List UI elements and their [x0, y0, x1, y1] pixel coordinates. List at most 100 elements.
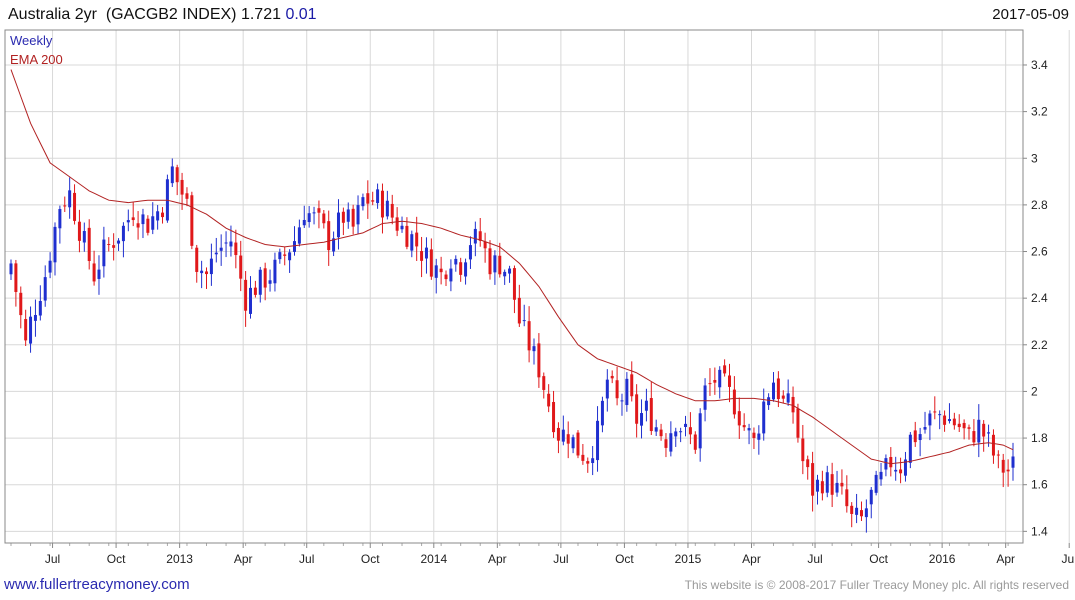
candle-body-down: [498, 255, 502, 275]
candle-body-up: [170, 166, 174, 184]
candle-body-up: [674, 431, 678, 437]
candle-body-up: [835, 482, 839, 493]
candle-body-up: [121, 225, 125, 242]
candle-body-up: [679, 431, 683, 433]
candle-body-down: [459, 262, 463, 275]
candle-body-up: [102, 239, 106, 267]
candle-body-down: [708, 383, 712, 385]
candle-body-up: [38, 300, 42, 316]
candle-body-up: [864, 508, 868, 518]
candle-body-up: [464, 262, 468, 277]
chart-date: 2017-05-09: [992, 6, 1069, 23]
candle-body-down: [952, 418, 956, 426]
x-tick-label: Jul: [299, 552, 314, 566]
x-tick-label: Jul: [807, 552, 822, 566]
candle-body-up: [625, 378, 629, 406]
candle-body-up: [82, 231, 86, 243]
candle-body-up: [855, 507, 859, 515]
candle-body-down: [781, 395, 785, 399]
candle-body-up: [400, 225, 404, 230]
price-chart: 1.4 1.6 1.8 2 2.2 2.4 2.6 2.8 3 3.2 3.4 Jul Oct 2013 A…: [4, 29, 1075, 566]
candle-body-down: [615, 380, 619, 399]
candle-body-up: [928, 413, 932, 426]
candle-body-up: [156, 211, 160, 221]
candle-body-down: [87, 227, 91, 262]
candle-body-down: [395, 217, 399, 231]
candle-body-down: [796, 408, 800, 438]
candle-body-up: [923, 427, 927, 430]
candle-body-up: [640, 413, 644, 426]
candle-body-down: [14, 263, 18, 292]
candle-body-down: [830, 474, 834, 495]
candle-body-up: [33, 314, 37, 321]
candle-body-up: [786, 393, 790, 403]
candle-body-up: [977, 419, 981, 443]
candle-body-down: [728, 375, 732, 387]
candle-body-up: [376, 189, 380, 204]
candle-body-down: [253, 287, 257, 295]
candle-body-down: [635, 394, 639, 424]
candle-body-up: [571, 437, 575, 449]
candle-body-down: [737, 411, 741, 426]
candle-body-up: [903, 459, 907, 476]
candle-body-down: [131, 217, 135, 221]
candle-body-down: [92, 263, 96, 282]
candle-body-up: [1011, 456, 1015, 468]
candle-body-up: [473, 228, 477, 244]
candle-body-down: [136, 223, 140, 228]
candle-body-up: [918, 434, 922, 441]
candle-body-down: [732, 389, 736, 415]
candle-body-up: [258, 269, 262, 295]
candle-body-down: [429, 249, 433, 277]
candle-body-down: [420, 251, 424, 261]
site-link[interactable]: www.fullertreacymoney.com: [4, 576, 190, 593]
candle-body-down: [327, 221, 331, 251]
legend-weekly: Weekly: [10, 33, 53, 48]
y-tick-label: 1.8: [1031, 431, 1048, 445]
candle-body-up: [508, 268, 512, 274]
chart-title: Australia 2yr (GACGB2 INDEX) 1.721 0.01: [8, 6, 317, 24]
candle-body-up: [947, 419, 951, 422]
candle-body-up: [449, 268, 453, 282]
candle-body-down: [752, 432, 756, 438]
candle-body-down: [77, 221, 81, 241]
candle-body-up: [209, 258, 213, 275]
candle-body-down: [341, 211, 345, 223]
candle-body-down: [161, 212, 165, 218]
y-tick-label: 1.4: [1031, 524, 1048, 538]
candle-body-up: [117, 240, 121, 244]
candle-body-down: [512, 268, 516, 300]
candle-body-down: [283, 254, 287, 256]
candle-body-up: [97, 269, 101, 279]
candle-body-down: [527, 321, 531, 351]
candle-body-down: [185, 193, 189, 199]
candle-body-down: [962, 422, 966, 429]
candle-body-down: [972, 431, 976, 443]
candle-body-up: [522, 320, 526, 322]
candle-body-down: [649, 398, 653, 432]
candle-body-down: [840, 482, 844, 487]
candle-body-down: [957, 423, 961, 428]
candle-body-down: [630, 374, 634, 397]
candle-body-down: [517, 297, 521, 324]
x-tick-label: Apr: [742, 552, 761, 566]
candle-body-down: [73, 192, 77, 221]
candle-body-down: [688, 427, 692, 435]
x-tick-label: Oct: [361, 552, 380, 566]
candle-body-up: [214, 252, 218, 255]
candle-body-up: [356, 205, 360, 225]
candle-body-up: [698, 413, 702, 449]
candle-body-down: [820, 481, 824, 494]
y-tick-label: 3: [1031, 151, 1038, 165]
candle-body-down: [996, 454, 1000, 456]
candle-body-down: [581, 454, 585, 461]
candle-body-up: [938, 414, 942, 416]
candle-body-up: [908, 434, 912, 463]
candle-body-down: [713, 379, 717, 383]
candle-body-up: [767, 397, 771, 406]
candle-body-down: [1006, 469, 1010, 472]
candle-body-down: [982, 423, 986, 437]
candle-body-down: [967, 427, 971, 429]
candle-body-down: [913, 430, 917, 443]
candle-body-down: [351, 208, 355, 227]
